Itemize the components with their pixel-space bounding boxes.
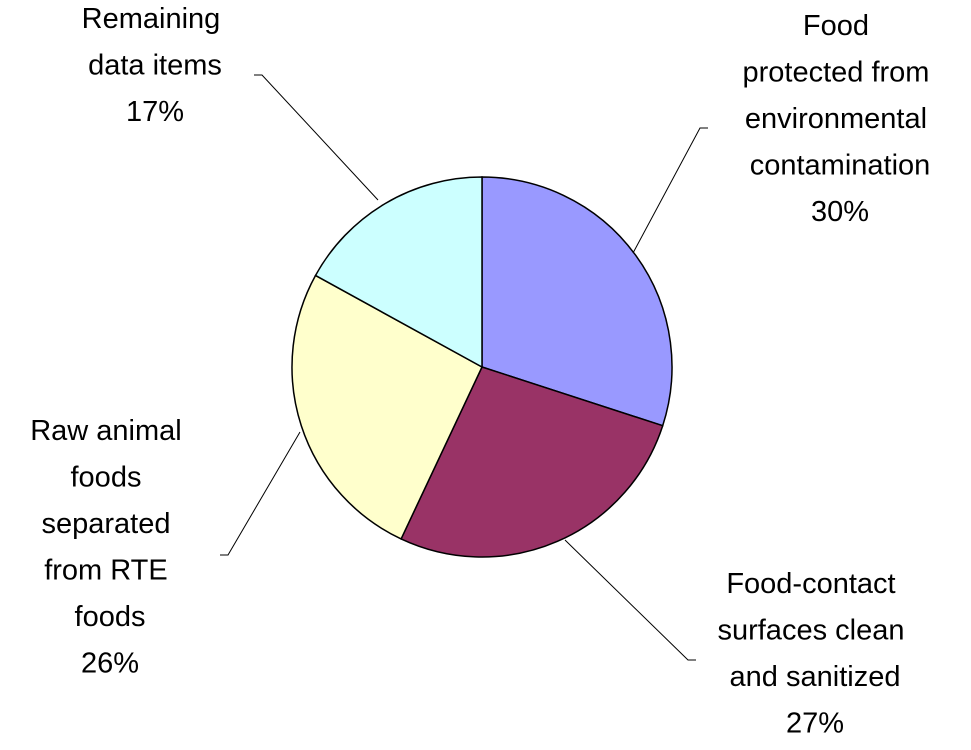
label-line: foods <box>71 462 150 494</box>
label-line: Remaining <box>82 3 229 35</box>
value-label: 27% <box>786 708 844 740</box>
label-line: and sanitized <box>730 661 901 693</box>
label-line: data items <box>88 50 222 82</box>
label-line: Raw animal <box>30 415 190 447</box>
value-label: 30% <box>811 196 869 228</box>
slice-label: Raw animal foods separated from RTE food… <box>30 415 190 633</box>
label-line: environmental <box>745 103 935 135</box>
label-line: contamination <box>750 150 931 182</box>
slice-label: Food-contact surfaces clean and sanitize… <box>717 568 912 693</box>
leader-line <box>632 127 708 254</box>
leader-line <box>254 74 379 201</box>
slice-label: Food protected from environmental contam… <box>742 10 937 182</box>
label-line: foods <box>75 601 146 633</box>
pie-slice <box>400 366 664 558</box>
value-label: 17% <box>126 96 184 128</box>
label-line: separated <box>41 508 178 540</box>
label-line: protected from <box>742 57 937 89</box>
value-label: 26% <box>81 648 139 680</box>
pie-slice <box>481 176 673 427</box>
label-line: from RTE <box>44 555 176 587</box>
label-line: surfaces clean <box>717 615 912 647</box>
label-line: Food <box>803 10 877 42</box>
leader-line <box>564 539 696 661</box>
pie-slice <box>314 176 483 369</box>
leader-line <box>220 431 301 556</box>
label-line: Food-contact <box>726 568 903 600</box>
slice-label: Remaining data items <box>82 3 229 82</box>
